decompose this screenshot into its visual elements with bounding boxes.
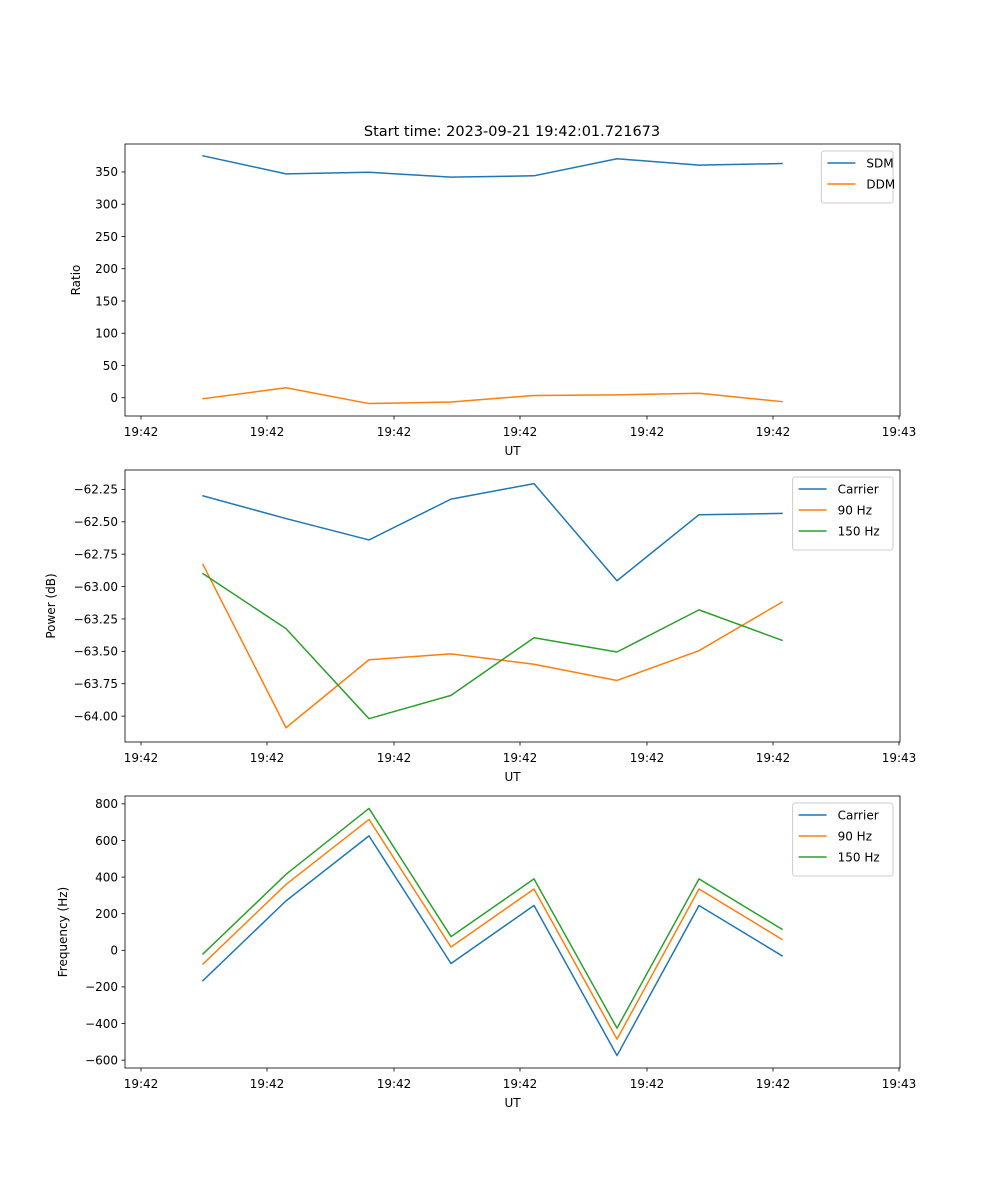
power-x-tick-label: 19:42 (250, 751, 285, 765)
frequency-y-tick-label: −200 (85, 980, 118, 994)
power-y-tick-label: −62.25 (74, 483, 118, 497)
frequency-series-line-90-hz (201, 818, 784, 1040)
power-y-tick-label: −63.75 (74, 677, 118, 691)
ratio-y-tick-label: 100 (95, 327, 118, 341)
ratio-y-tick-label: 0 (110, 391, 118, 405)
power-y-tick-label: −63.00 (74, 580, 118, 594)
ratio-y-axis-label: Ratio (69, 265, 83, 296)
frequency-y-tick-label: −600 (85, 1053, 118, 1067)
ratio-series-line-sdm (202, 154, 783, 178)
ratio-y-tick-label: 200 (95, 262, 118, 276)
frequency-y-axis-label: Frequency (Hz) (56, 887, 70, 978)
frequency-x-tick-label: 19:43 (882, 1077, 917, 1091)
ratio-x-tick-label: 19:42 (124, 425, 159, 439)
power-x-tick-label: 19:42 (377, 751, 412, 765)
frequency-x-tick-label: 19:42 (756, 1077, 791, 1091)
power-x-tick-label: 19:42 (503, 751, 538, 765)
frequency-axes-frame (124, 795, 901, 1069)
power-x-tick-label: 19:42 (630, 751, 665, 765)
power-legend: Carrier 90 Hz 150 Hz (792, 476, 894, 551)
power-y-tick-label: −64.00 (74, 709, 118, 723)
ratio-y-tick-label: 50 (103, 359, 118, 373)
power-legend-label-carrier: Carrier (838, 483, 879, 497)
ratio-x-tick-label: 19:42 (756, 425, 791, 439)
ratio-x-tick-label: 19:43 (882, 425, 917, 439)
frequency-y-tick-label: 200 (95, 907, 118, 921)
frequency-x-axis-label: UT (504, 1096, 521, 1110)
power-legend-label-90-hz: 90 Hz (838, 504, 872, 518)
frequency-x-tick-label: 19:42 (250, 1077, 285, 1091)
power-y-tick-label: −63.25 (74, 612, 118, 626)
power-y-tick-label: −62.75 (74, 547, 118, 561)
ratio-axes-frame (124, 143, 901, 417)
power-y-axis-label: Power (dB) (44, 573, 58, 638)
ratio-x-axis-label: UT (504, 444, 521, 458)
chart-title: Start time: 2023-09-21 19:42:01.721673 (364, 124, 660, 140)
ratio-x-tick-label: 19:42 (630, 425, 665, 439)
ratio-series-line-ddm (202, 386, 783, 405)
frequency-y-tick-label: 800 (95, 797, 118, 811)
ratio-x-tick-label: 19:42 (377, 425, 412, 439)
frequency-y-tick-label: 0 (110, 944, 118, 958)
power-panel: 19:42 19:42 19:42 19:42 19:42 19:42 19:43 −62.2… (44, 469, 917, 784)
power-axes-frame (124, 469, 901, 743)
frequency-legend-label-90-hz: 90 Hz (838, 830, 872, 844)
ratio-x-tick-label: 19:42 (503, 425, 538, 439)
frequency-legend-label-150-hz: 150 Hz (838, 851, 880, 865)
frequency-y-tick-label: 600 (95, 834, 118, 848)
ratio-y-tick-label: 150 (95, 294, 118, 308)
frequency-legend-label-carrier: Carrier (838, 809, 879, 823)
power-series-line-150-hz (201, 572, 783, 720)
ratio-legend-label-ddm: DDM (866, 178, 895, 192)
ratio-y-tick-label: 250 (95, 230, 118, 244)
ratio-legend: SDM DDM (820, 150, 895, 204)
frequency-x-tick-label: 19:42 (377, 1077, 412, 1091)
ratio-panel: 19:42 19:42 19:42 19:42 19:42 19:42 19:43 0 50 10… (69, 143, 917, 458)
power-x-axis-label: UT (504, 770, 521, 784)
frequency-x-tick-label: 19:42 (124, 1077, 159, 1091)
power-y-tick-label: −63.50 (74, 645, 118, 659)
frequency-series-line-carrier (201, 835, 784, 1057)
ratio-y-tick-label: 300 (95, 197, 118, 211)
ratio-y-tick-label: 350 (95, 165, 118, 179)
power-y-tick-label: −62.50 (74, 515, 118, 529)
frequency-y-tick-label: −400 (85, 1017, 118, 1031)
power-x-tick-label: 19:43 (882, 751, 917, 765)
frequency-series-line-150-hz (201, 807, 784, 1029)
power-series-line-carrier (202, 482, 783, 582)
frequency-legend: Carrier 90 Hz 150 Hz (792, 802, 894, 877)
power-series-line-90-hz (201, 563, 784, 729)
frequency-panel: 19:42 19:42 19:42 19:42 19:42 19:42 19:43 800 60… (56, 795, 917, 1110)
ratio-legend-box (820, 150, 894, 204)
frequency-x-tick-label: 19:42 (630, 1077, 665, 1091)
power-x-tick-label: 19:42 (756, 751, 791, 765)
power-legend-label-150-hz: 150 Hz (838, 525, 880, 539)
frequency-x-tick-label: 19:42 (503, 1077, 538, 1091)
ratio-legend-label-sdm: SDM (866, 157, 893, 171)
power-x-tick-label: 19:42 (124, 751, 159, 765)
ratio-x-tick-label: 19:42 (250, 425, 285, 439)
frequency-y-tick-label: 400 (95, 870, 118, 884)
